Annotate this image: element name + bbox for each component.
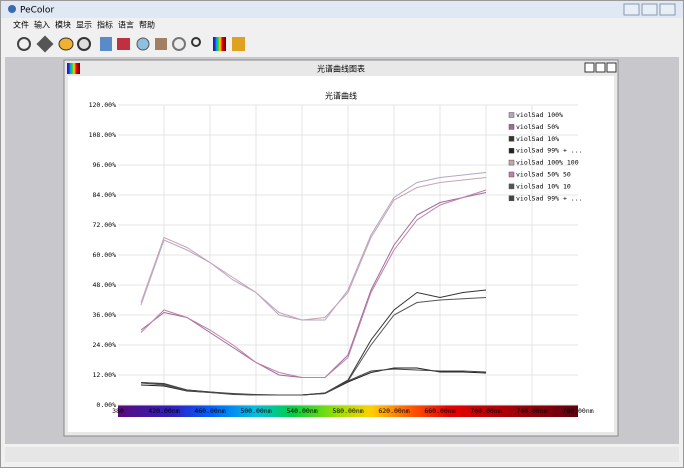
menu-item[interactable]: 指标 — [97, 20, 113, 30]
chart-title: 光谱曲线 — [325, 91, 357, 101]
x-tick-label: 500.00nm — [240, 407, 271, 415]
series-line — [140, 172, 487, 321]
tool[interactable] — [58, 37, 74, 51]
x-tick-label: 540.00nm — [286, 407, 317, 415]
legend-swatch — [508, 159, 515, 166]
maximize[interactable] — [641, 3, 658, 16]
tool[interactable] — [213, 37, 226, 51]
x-tick-label: 420.00nm — [148, 407, 179, 415]
x-tick-label: 660.00nm — [424, 407, 455, 415]
app-title: PeColor — [20, 6, 54, 16]
y-tick-label: 24.00% — [93, 341, 117, 349]
x-tick-label: 780.00nm — [562, 407, 593, 415]
minimize[interactable] — [623, 3, 640, 16]
legend-label: violSad 10% 10 — [516, 182, 571, 190]
y-tick-label: 12.00% — [93, 371, 117, 379]
legend-label: violSad 10% — [516, 135, 559, 143]
tool[interactable] — [17, 37, 31, 51]
menu-item[interactable]: 显示 — [76, 21, 92, 30]
legend-swatch — [508, 171, 515, 178]
tool[interactable] — [36, 35, 54, 53]
status-bar — [5, 447, 679, 462]
x-tick-label: 460.00nm — [194, 407, 225, 415]
child-maximize[interactable] — [595, 62, 606, 73]
toolbar — [17, 35, 245, 53]
x-tick-label: 380 — [112, 407, 124, 415]
x-tick-label: 580.00nm — [332, 407, 363, 415]
plot: 0.00% 12.00% 24.00% 36.00% 48.00% 60.00% 72.00… — [89, 101, 594, 415]
legend-label: violSad 100% — [516, 111, 563, 119]
menu-item[interactable]: 文件 — [13, 20, 29, 30]
x-tick-label: 740.00nm — [516, 407, 547, 415]
menu-item[interactable]: 输入 — [34, 20, 50, 30]
series-line — [140, 368, 487, 396]
legend-label: violSad 50% 50 — [516, 171, 571, 179]
legend-swatch — [508, 183, 515, 190]
y-tick-label: 84.00% — [93, 191, 117, 199]
window-controls[interactable] — [623, 3, 676, 16]
child-minimize[interactable] — [584, 62, 595, 73]
legend-swatch — [508, 195, 515, 202]
legend-swatch — [508, 136, 515, 142]
app-icon — [8, 5, 16, 13]
title-bar — [1, 1, 683, 18]
menu-item[interactable]: 模块 — [55, 20, 71, 30]
legend-label: violSad 99% + ... — [516, 147, 583, 155]
y-tick-label: 60.00% — [93, 251, 117, 259]
x-tick-label: 620.00nm — [378, 407, 409, 415]
tool[interactable] — [155, 38, 167, 50]
window-icon — [67, 63, 80, 74]
tool[interactable] — [172, 37, 186, 51]
y-tick-label: 108.00% — [89, 131, 116, 139]
tool[interactable] — [117, 38, 130, 50]
menu-bar: 文件 输入 模块 显示 指标 语言 帮助 — [13, 20, 155, 30]
legend-swatch — [508, 112, 515, 118]
legend-swatch — [508, 124, 515, 130]
spectrum-bar — [118, 405, 578, 417]
menu-item[interactable]: 帮助 — [139, 20, 155, 30]
y-tick-label: 36.00% — [93, 311, 117, 319]
menu-item[interactable]: 语言 — [118, 20, 134, 30]
y-tick-label: 0.00% — [96, 401, 116, 409]
series-line — [140, 177, 487, 321]
tool[interactable] — [136, 37, 150, 51]
x-tick-label: 700.00nm — [470, 407, 501, 415]
tool[interactable] — [77, 37, 91, 51]
legend-label: violSad 100% 100 — [516, 159, 579, 167]
close[interactable] — [659, 3, 676, 16]
tool[interactable] — [100, 37, 112, 51]
legend-swatch — [508, 147, 515, 154]
y-tick-label: 48.00% — [93, 281, 117, 289]
y-tick-label: 72.00% — [93, 221, 117, 229]
legend-label: violSad 99% + ... — [516, 194, 583, 202]
window-title: 光谱曲线图表 — [317, 64, 365, 74]
series-line — [140, 189, 487, 378]
legend-label: violSad 50% — [516, 123, 559, 131]
tool[interactable] — [191, 37, 201, 47]
y-tick-label: 96.00% — [93, 161, 117, 169]
y-tick-label: 120.00% — [89, 101, 116, 109]
tool[interactable] — [232, 37, 245, 51]
child-close[interactable] — [606, 62, 617, 73]
